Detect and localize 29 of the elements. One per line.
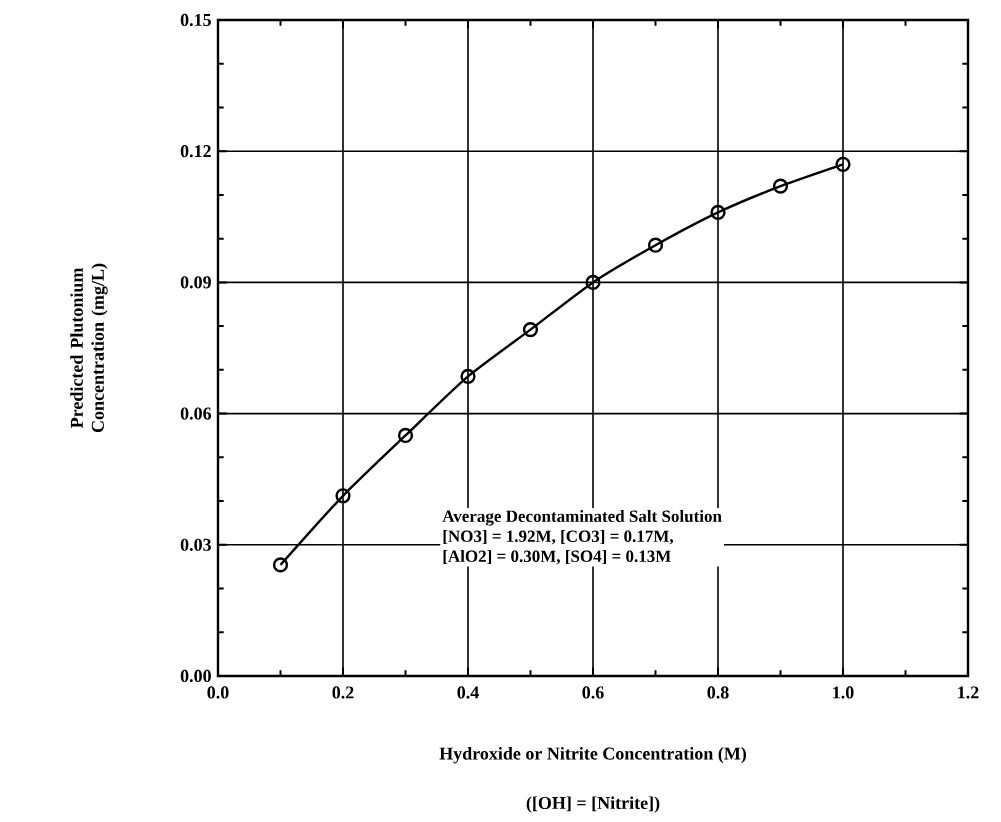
x-tick-label: 1.2 (958, 686, 979, 699)
y-tick-label: 0.00 (180, 669, 211, 683)
x-tick-label: 0.2 (332, 686, 354, 699)
x-tick-label: 0.0 (207, 686, 229, 699)
point (460, 368, 476, 385)
x-axis-title: Hydroxide or Nitrite Concentration (M) (439, 747, 747, 764)
annotation: [NO3] = 1.92M, [CO3] = 0.17M, (443, 530, 673, 545)
y-tick-label: 0.12 (180, 145, 211, 158)
annotation: Average Decontaminated Salt Solution (442, 510, 722, 526)
y-axis-title: Predicted Plutonium Concentration (mg/L) (70, 263, 108, 433)
y-tick-label: 0.06 (180, 407, 212, 420)
point (397, 427, 414, 444)
point (522, 322, 539, 338)
point (835, 156, 851, 172)
x-tick-label: 0.8 (707, 686, 729, 699)
text: ([OH] = [Nitrite]) (526, 796, 660, 813)
point (710, 204, 726, 221)
point (272, 557, 289, 573)
point (772, 178, 789, 194)
y-tick-label: 0.03 (180, 538, 211, 551)
annotation: [AlO2] = 0.30M, [SO4] = 0.13M (443, 550, 671, 565)
y-tick-label: 0.09 (180, 276, 211, 289)
y-tick-label: 0.15 (180, 13, 211, 27)
x-tick-label: 0.4 (457, 686, 479, 699)
x-tick-label: 1.0 (833, 686, 854, 699)
point (585, 274, 601, 290)
x-tick-label: 0.6 (582, 686, 604, 699)
point (335, 488, 351, 504)
point (647, 237, 664, 253)
